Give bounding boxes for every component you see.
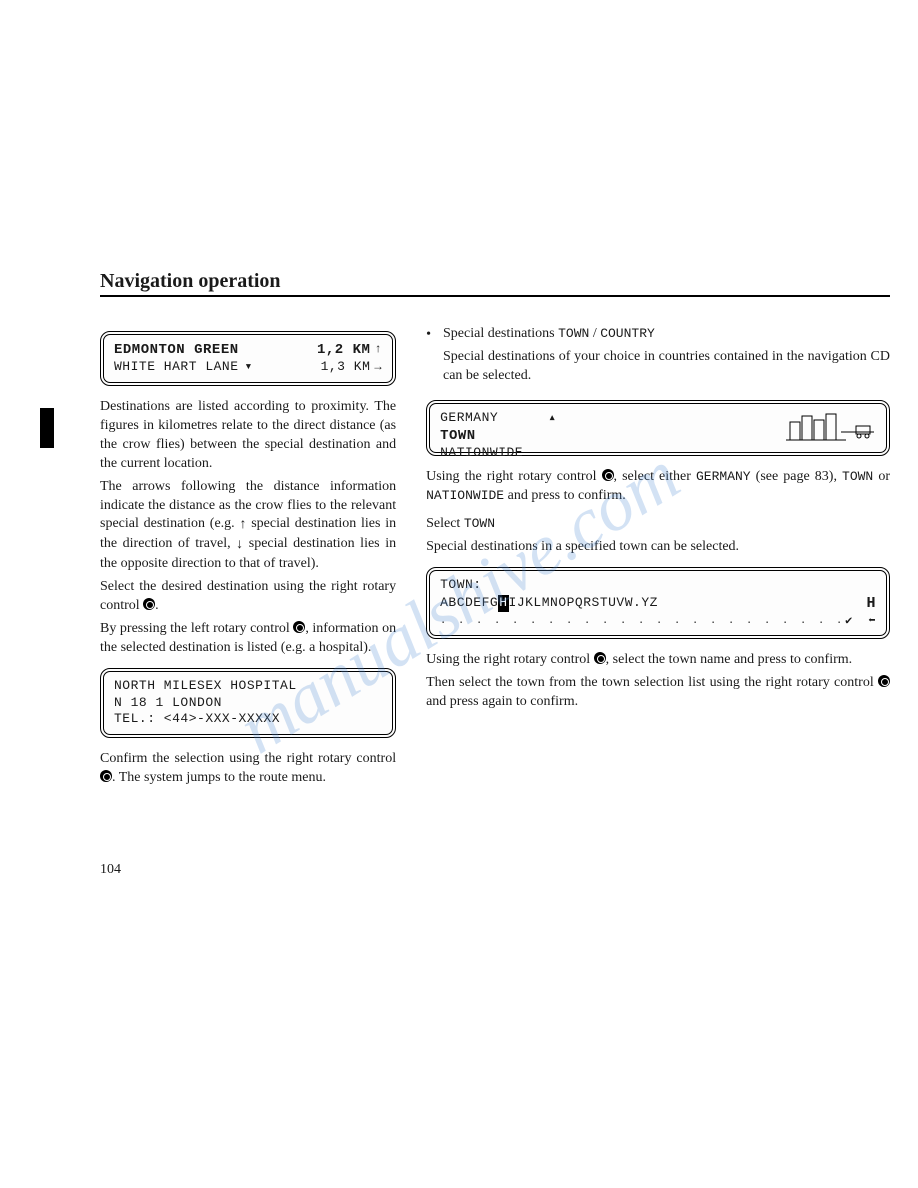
lcd-distance: 1,2 KM	[317, 341, 370, 359]
mono-label: GERMANY	[696, 469, 751, 484]
paragraph: Special destinations in a specified town…	[426, 538, 890, 557]
cityscape-icon	[786, 408, 876, 442]
lcd-line: . . . . . . . . . . . . . . . . . . . . …	[440, 614, 876, 630]
text-run: Then select the town from the town selec…	[426, 675, 878, 690]
text-run: Using the right rotary control	[426, 469, 601, 484]
lcd-distance: 1,3 KM	[321, 359, 371, 376]
paragraph: Destinations are listed according to pro…	[100, 398, 396, 474]
paragraph: Select the desired destination using the…	[100, 578, 396, 616]
paragraph: The arrows following the distance inform…	[100, 478, 396, 574]
mono-label: TOWN	[842, 469, 873, 484]
lcd-selected-char: H	[866, 594, 876, 614]
bullet-item: • Special destinations TOWN / COUNTRY Sp…	[426, 325, 890, 390]
paragraph: Then select the town from the town selec…	[426, 674, 890, 712]
lcd-label: GERMANY	[440, 410, 498, 427]
mono-label: NATIONWIDE	[426, 488, 504, 503]
right-arrow-icon: →	[374, 360, 382, 376]
up-arrow-icon: ↑	[374, 342, 382, 358]
paragraph: Select TOWN	[426, 515, 890, 534]
two-columns: EDMONTON GREEN 1,2 KM ↑ WHITE HART LANE …	[100, 325, 890, 792]
text-run: /	[589, 326, 600, 341]
confirm-back-icons: ✔ ⬅	[845, 614, 876, 630]
lcd-hospital: NORTH MILESEX HOSPITAL N 18 1 LONDON TEL…	[100, 668, 396, 739]
paragraph: Using the right rotary control , select …	[426, 468, 890, 506]
text-run: . The system jumps to the route menu.	[112, 770, 326, 785]
mono-label: COUNTRY	[600, 326, 655, 341]
lcd-destinations: EDMONTON GREEN 1,2 KM ↑ WHITE HART LANE …	[100, 331, 396, 386]
section-title: Navigation operation	[100, 270, 890, 297]
left-column: EDMONTON GREEN 1,2 KM ↑ WHITE HART LANE …	[100, 325, 396, 792]
text-run: (see page 83),	[751, 469, 842, 484]
side-tab	[40, 408, 54, 448]
down-triangle-icon: ▾	[245, 359, 253, 376]
rotary-control-icon	[878, 675, 890, 687]
text-run: Special destinations	[443, 326, 558, 341]
text-run: or	[873, 469, 890, 484]
text-run: Select	[426, 516, 464, 531]
lcd-line: NORTH MILESEX HOSPITAL	[114, 678, 382, 695]
rotary-control-icon	[100, 770, 112, 782]
bullet-icon: •	[426, 325, 431, 390]
text-run: and press to confirm.	[504, 488, 626, 503]
rotary-control-icon	[293, 621, 305, 633]
lcd-chars: IJKLMNOPQRSTUVW.YZ	[509, 595, 658, 612]
text-run: .	[155, 598, 159, 613]
paragraph: By pressing the left rotary control , in…	[100, 620, 396, 658]
manual-page: manualshive.com Navigation operation EDM…	[0, 0, 918, 1188]
text-run: By pressing the left rotary control	[100, 621, 293, 636]
paragraph: Confirm the selection using the right ro…	[100, 750, 396, 788]
text-run: Confirm the selection using the right ro…	[100, 751, 396, 766]
lcd-chars: ABCDEFG	[440, 595, 498, 612]
mono-label: TOWN	[464, 516, 495, 531]
rotary-control-icon	[602, 469, 614, 481]
mono-label: TOWN	[558, 326, 589, 341]
paragraph: Using the right rotary control , select …	[426, 651, 890, 670]
lcd-line: N 18 1 LONDON	[114, 695, 382, 712]
lcd-line: NATIONWIDE	[440, 445, 876, 462]
lcd-line: EDMONTON GREEN 1,2 KM ↑	[114, 341, 382, 359]
up-triangle-icon: ▴	[548, 410, 556, 427]
lcd-line: ABCDEFGHIJKLMNOPQRSTUVW.YZ H	[440, 594, 876, 614]
lcd-label: WHITE HART LANE	[114, 359, 239, 376]
lcd-line: TOWN:	[440, 577, 876, 594]
lcd-town-entry: TOWN: ABCDEFGHIJKLMNOPQRSTUVW.YZ H . . .…	[426, 567, 890, 639]
text-run: and press again to confirm.	[426, 694, 578, 709]
lcd-line: TEL.: <44>-XXX-XXXXX	[114, 711, 382, 728]
right-column: • Special destinations TOWN / COUNTRY Sp…	[426, 325, 890, 792]
text-run: , select the town name and press to conf…	[606, 652, 852, 667]
lcd-line: WHITE HART LANE ▾ 1,3 KM →	[114, 359, 382, 376]
lcd-country: GERMANY ▴ TOWN NATIONWIDE	[426, 400, 890, 456]
text-run: Using the right rotary control	[426, 652, 594, 667]
rotary-control-icon	[143, 598, 155, 610]
page-number: 104	[100, 862, 121, 878]
lcd-dots: . . . . . . . . . . . . . . . . . . . . …	[440, 615, 845, 628]
lcd-label: EDMONTON GREEN	[114, 341, 239, 359]
rotary-control-icon	[594, 652, 606, 664]
paragraph: Special destinations of your choice in c…	[443, 348, 890, 386]
text-run: , select either	[614, 469, 696, 484]
lcd-highlight-char: H	[498, 595, 508, 612]
bullet-heading: Special destinations TOWN / COUNTRY	[443, 325, 890, 344]
